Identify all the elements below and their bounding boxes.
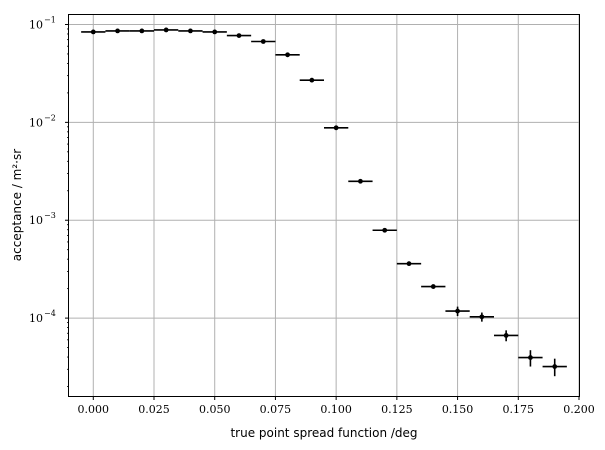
x-tick-label: 0.100: [320, 403, 352, 416]
data-marker: [212, 29, 218, 35]
data-marker: [333, 125, 339, 131]
data-marker: [115, 28, 120, 34]
x-tick-label: 0.200: [563, 403, 595, 416]
data-point: [178, 28, 203, 34]
data-marker: [188, 28, 193, 34]
grid: [69, 15, 580, 396]
data-marker: [358, 178, 363, 184]
data-marker: [163, 27, 169, 33]
x-tick-label: 0.050: [199, 403, 231, 416]
data-point: [324, 125, 349, 131]
data-point: [105, 28, 130, 34]
data-marker: [285, 52, 290, 58]
data-point: [81, 29, 106, 35]
data-point: [518, 350, 543, 367]
data-marker: [552, 364, 558, 369]
data-point: [372, 227, 397, 233]
data-marker: [382, 227, 388, 233]
data-point: [348, 178, 373, 184]
data-marker: [236, 33, 242, 38]
y-tick-label: 10: [29, 312, 43, 325]
x-tick-label: 0.150: [442, 403, 474, 416]
data-point: [494, 330, 519, 342]
y-tick-label-exponent: −3: [44, 211, 56, 220]
data-marker: [430, 284, 436, 289]
data-point: [251, 39, 276, 44]
data-point: [202, 29, 227, 35]
y-tick-label: 10: [29, 116, 43, 129]
data-marker: [455, 308, 460, 314]
x-tick-label: 0.125: [381, 403, 413, 416]
y-tick-label-exponent: −1: [44, 15, 56, 24]
x-axis-label: true point spread function /deg: [230, 426, 417, 440]
x-tick-label: 0.000: [78, 403, 110, 416]
data-point: [542, 358, 567, 377]
data-point: [445, 306, 470, 317]
data-marker: [139, 28, 145, 34]
x-tick-label: 0.075: [260, 403, 292, 416]
data-point: [469, 312, 494, 322]
data-marker: [479, 314, 485, 320]
data-point: [129, 28, 154, 34]
data-point: [421, 284, 446, 289]
data-marker: [528, 355, 533, 360]
x-tick-label: 0.025: [138, 403, 170, 416]
data-marker: [309, 77, 315, 83]
data-marker: [503, 333, 509, 338]
ticks: 0.000 0.025 0.050 0.075 0.100 0.125 0.150 0.175…: [29, 15, 595, 416]
y-tick-label-exponent: −2: [44, 113, 56, 122]
y-tick-label: 10: [29, 214, 43, 227]
data-point: [154, 27, 179, 33]
y-axis-label: acceptance / m²·sr: [10, 149, 24, 261]
data-marker: [406, 261, 412, 267]
x-tick-label: 0.175: [503, 403, 535, 416]
data-point: [226, 33, 252, 38]
data-marker: [90, 29, 96, 35]
data-point: [299, 77, 324, 83]
y-tick-label-exponent: −4: [44, 309, 56, 318]
data-series: [81, 27, 567, 377]
data-marker: [260, 39, 266, 44]
y-tick-label: 10: [29, 18, 43, 31]
plot-frame: [68, 14, 580, 397]
data-point: [396, 261, 422, 267]
data-point: [275, 52, 300, 58]
